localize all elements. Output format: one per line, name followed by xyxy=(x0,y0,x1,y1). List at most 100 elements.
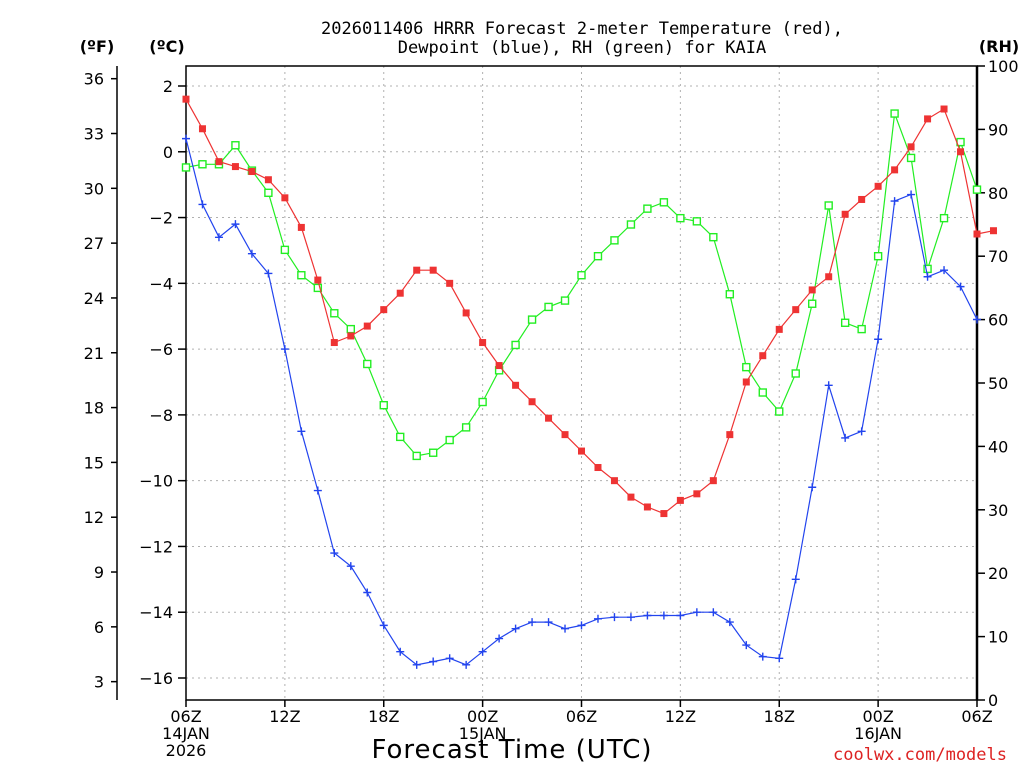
temperature-point xyxy=(182,95,190,103)
temperature-point xyxy=(198,125,206,133)
rh-point xyxy=(709,232,718,242)
rh-tick-label: 80 xyxy=(988,184,1008,203)
temperature-point xyxy=(561,431,569,439)
data-series xyxy=(181,95,997,669)
dewpoint-point xyxy=(577,621,586,630)
temperature-point xyxy=(248,168,256,176)
temperature-point xyxy=(380,306,388,314)
dewpoint-point xyxy=(528,618,537,627)
fahrenheit-tick-label: 27 xyxy=(84,234,104,253)
rh-point xyxy=(544,302,553,312)
rh-tick-label: 90 xyxy=(988,120,1008,139)
fahrenheit-unit-label: (ºF) xyxy=(80,37,115,56)
temperature-point xyxy=(808,286,816,294)
dewpoint-point xyxy=(445,654,454,663)
dewpoint-point xyxy=(429,657,438,666)
celsius-tick-label: −16 xyxy=(139,669,173,688)
temperature-point xyxy=(759,352,767,360)
temperature-point xyxy=(396,289,404,297)
x-axis-title: Forecast Time (UTC) xyxy=(371,735,652,765)
dewpoint-point xyxy=(692,608,701,617)
temperature-point xyxy=(528,398,536,406)
rh-point xyxy=(692,217,702,226)
dewpoint-point xyxy=(857,427,866,436)
temperature-point xyxy=(545,414,553,422)
rh-tick-label: 60 xyxy=(988,311,1008,330)
fahrenheit-tick-label: 9 xyxy=(94,563,104,582)
dewpoint-point xyxy=(610,613,619,622)
fahrenheit-tick-label: 36 xyxy=(84,70,104,89)
grid-lines xyxy=(186,66,977,700)
celsius-tick-label: −12 xyxy=(139,537,173,556)
chart-title-line-1: 2026011406 HRRR Forecast 2-meter Tempera… xyxy=(321,19,843,39)
rh-point xyxy=(939,213,949,223)
dewpoint-point xyxy=(709,608,718,617)
rh-point xyxy=(659,198,669,207)
rh-tick-label: 30 xyxy=(988,501,1008,520)
fahrenheit-tick-label: 18 xyxy=(84,399,104,418)
fahrenheit-tick-label: 12 xyxy=(84,508,104,527)
dewpoint-point xyxy=(363,588,372,597)
dewpoint-point xyxy=(297,427,306,436)
rh-point xyxy=(923,264,932,274)
credit-text: coolwx.com/models xyxy=(833,745,1007,765)
rh-point xyxy=(363,359,372,369)
rh-point xyxy=(676,213,685,223)
dewpoint-point xyxy=(626,613,635,622)
rh-point xyxy=(461,423,471,432)
dewpoint-point xyxy=(462,660,471,669)
temperature-point xyxy=(940,105,948,113)
dewpoint-point xyxy=(247,249,256,258)
rh-point xyxy=(824,201,833,210)
rh-point xyxy=(297,271,306,280)
dewpoint-point xyxy=(544,618,553,627)
fahrenheit-tick-label: 33 xyxy=(84,125,104,144)
rh-tick-label: 50 xyxy=(988,374,1008,393)
dewpoint-point xyxy=(758,652,767,661)
celsius-tick-label: −4 xyxy=(149,274,173,293)
temperature-point xyxy=(841,210,849,218)
dewpoint-point xyxy=(396,647,405,656)
temperature-point xyxy=(363,322,371,330)
rh-tick-label: 0 xyxy=(988,691,998,710)
dewpoint-point xyxy=(593,614,602,623)
dewpoint-point xyxy=(313,486,322,495)
dewpoint-point xyxy=(379,621,388,630)
temperature-point xyxy=(973,230,981,238)
temperature-point xyxy=(775,325,783,333)
rh-unit-label: (RH) xyxy=(979,37,1019,56)
axes xyxy=(111,65,985,707)
celsius-tick-label: −2 xyxy=(149,209,173,228)
dewpoint-point xyxy=(973,315,981,324)
rh-point xyxy=(428,448,438,457)
temperature-point xyxy=(429,266,437,274)
dewpoint-point xyxy=(214,233,223,242)
celsius-tick-label: −6 xyxy=(149,340,173,359)
temperature-point xyxy=(578,447,585,455)
rh-point xyxy=(577,271,586,280)
temperature-point xyxy=(858,195,866,203)
temperature-point xyxy=(643,503,651,511)
temperature-point xyxy=(924,115,932,123)
rh-point xyxy=(511,340,520,350)
temperature-point xyxy=(594,464,602,472)
dewpoint-point xyxy=(824,381,833,390)
celsius-unit-label: (ºC) xyxy=(149,37,184,56)
rh-tick-label: 10 xyxy=(988,628,1008,647)
fahrenheit-tick-label: 30 xyxy=(84,179,104,198)
rh-point xyxy=(626,220,636,229)
x-tick-sublabel: 2026 xyxy=(166,741,207,760)
temperature-point xyxy=(462,309,470,317)
rh-point xyxy=(873,251,883,261)
celsius-tick-label: −8 xyxy=(149,406,173,425)
temperature-point xyxy=(792,306,800,314)
dewpoint-point xyxy=(923,272,932,281)
rh-point xyxy=(906,153,916,163)
rh-point xyxy=(775,407,784,416)
x-tick-label: 12Z xyxy=(665,707,696,726)
rh-point xyxy=(280,245,290,255)
temperature-point xyxy=(627,493,635,501)
temperature-point xyxy=(330,339,338,347)
temperature-point xyxy=(264,176,272,184)
